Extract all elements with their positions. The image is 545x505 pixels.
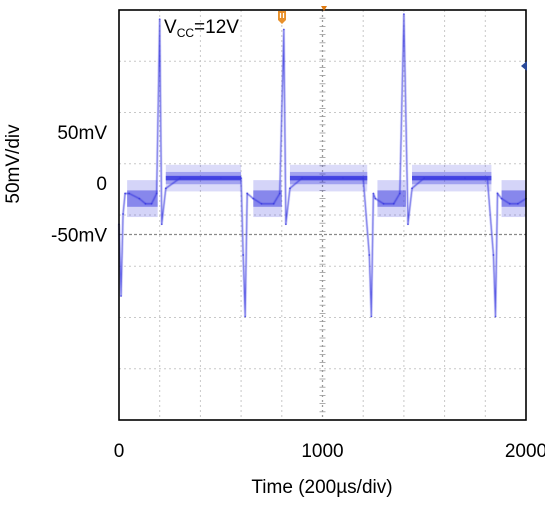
- signal-band: [127, 190, 158, 207]
- data-point: [282, 28, 285, 31]
- data-point: [368, 254, 371, 256]
- data-point: [124, 192, 127, 195]
- data-point: [398, 192, 401, 195]
- series-line: [118, 14, 527, 317]
- data-point: [464, 177, 466, 180]
- data-point: [246, 192, 249, 195]
- y-tick-label: 0: [96, 174, 107, 195]
- data-point: [158, 18, 161, 21]
- x-tick-label: 1000: [301, 441, 343, 462]
- data-point: [179, 177, 181, 180]
- trace-layer: [118, 13, 527, 318]
- x-tick-labels: 0 1000 2000: [114, 441, 545, 462]
- x-tick-label: 2000: [505, 441, 545, 462]
- data-point: [500, 197, 503, 200]
- data-point: [120, 295, 122, 297]
- data-point: [240, 177, 243, 180]
- data-point: [516, 202, 519, 205]
- vcc-annotation-sub: CC: [177, 26, 195, 40]
- vcc-annotation-suffix: =12V: [194, 17, 239, 38]
- y-axis-label: 50mV/div: [3, 124, 24, 204]
- data-point: [160, 223, 163, 226]
- position-marker-icon: [321, 6, 327, 11]
- vcc-annotation: VCC=12V: [164, 17, 239, 40]
- data-point: [486, 177, 489, 180]
- data-point: [496, 192, 499, 195]
- data-point: [144, 202, 147, 205]
- data-point: [289, 187, 291, 190]
- data-point: [392, 202, 395, 205]
- data-point: [219, 177, 222, 180]
- data-point: [252, 197, 255, 200]
- data-point: [407, 223, 409, 226]
- data-point: [403, 13, 405, 16]
- y-tick-label: 50mV: [57, 123, 107, 144]
- data-point: [242, 254, 245, 256]
- data-point: [150, 202, 153, 205]
- data-point: [138, 197, 141, 200]
- data-point: [411, 187, 413, 190]
- data-point: [382, 202, 385, 205]
- data-point: [164, 187, 167, 190]
- data-point: [372, 192, 375, 195]
- signal-band: [501, 190, 526, 207]
- data-point: [272, 202, 275, 205]
- data-point: [284, 223, 287, 226]
- level-marker-icon: [521, 61, 527, 71]
- data-point: [278, 192, 281, 195]
- plot-frame: [118, 9, 527, 421]
- data-point: [423, 177, 426, 180]
- vcc-annotation-main: V: [164, 17, 177, 38]
- x-axis-label: Time (200µs/div): [251, 477, 392, 498]
- signal-band: [253, 190, 282, 207]
- data-point: [374, 197, 377, 200]
- data-point: [260, 202, 263, 205]
- signal-band: [377, 190, 406, 207]
- x-tick-label: 0: [114, 441, 125, 462]
- data-point: [244, 315, 247, 318]
- data-point: [128, 192, 131, 195]
- data-point: [362, 177, 365, 180]
- data-point: [341, 177, 344, 180]
- data-point: [301, 177, 304, 180]
- trigger-marker-icon: [278, 11, 286, 24]
- y-tick-labels: 50mV 0 -50mV: [51, 123, 107, 247]
- data-point: [508, 202, 511, 205]
- data-point: [155, 192, 158, 195]
- y-tick-label: -50mV: [51, 225, 107, 246]
- grid: [119, 9, 526, 421]
- data-point: [122, 213, 124, 215]
- data-point: [370, 315, 373, 318]
- data-point: [494, 315, 497, 318]
- data-point: [492, 254, 495, 256]
